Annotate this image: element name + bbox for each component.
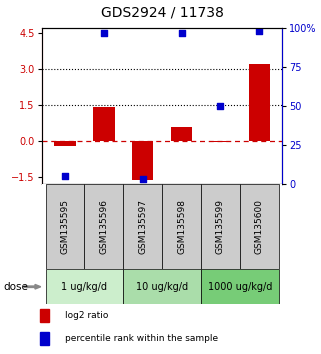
- Text: log2 ratio: log2 ratio: [65, 311, 108, 320]
- Text: dose: dose: [3, 282, 28, 292]
- Text: GSM135597: GSM135597: [138, 199, 147, 254]
- Bar: [201, 269, 279, 304]
- Bar: [123, 184, 162, 269]
- Text: GSM135596: GSM135596: [100, 199, 108, 254]
- Point: [140, 177, 145, 182]
- Point: [101, 30, 107, 36]
- Bar: [210, 141, 231, 142]
- Bar: [248, 64, 270, 141]
- Bar: [201, 184, 240, 269]
- Point: [218, 103, 223, 109]
- Point: [256, 29, 262, 34]
- Bar: [93, 107, 115, 141]
- Point: [63, 173, 68, 179]
- Text: GSM135600: GSM135600: [255, 199, 264, 254]
- Text: GDS2924 / 11738: GDS2924 / 11738: [101, 5, 223, 19]
- Text: 10 ug/kg/d: 10 ug/kg/d: [136, 282, 188, 292]
- Text: percentile rank within the sample: percentile rank within the sample: [65, 334, 218, 343]
- Bar: [171, 127, 192, 141]
- Text: 1 ug/kg/d: 1 ug/kg/d: [61, 282, 108, 292]
- Text: GSM135599: GSM135599: [216, 199, 225, 254]
- Bar: [54, 141, 76, 146]
- Bar: [123, 269, 201, 304]
- Bar: [40, 332, 49, 345]
- Bar: [240, 184, 279, 269]
- Bar: [46, 184, 84, 269]
- Bar: [46, 269, 123, 304]
- Bar: [84, 184, 123, 269]
- Text: GSM135598: GSM135598: [177, 199, 186, 254]
- Bar: [132, 141, 153, 180]
- Text: 1000 ug/kg/d: 1000 ug/kg/d: [208, 282, 272, 292]
- Text: GSM135595: GSM135595: [61, 199, 70, 254]
- Bar: [162, 184, 201, 269]
- Bar: [40, 309, 49, 322]
- Point: [179, 30, 184, 36]
